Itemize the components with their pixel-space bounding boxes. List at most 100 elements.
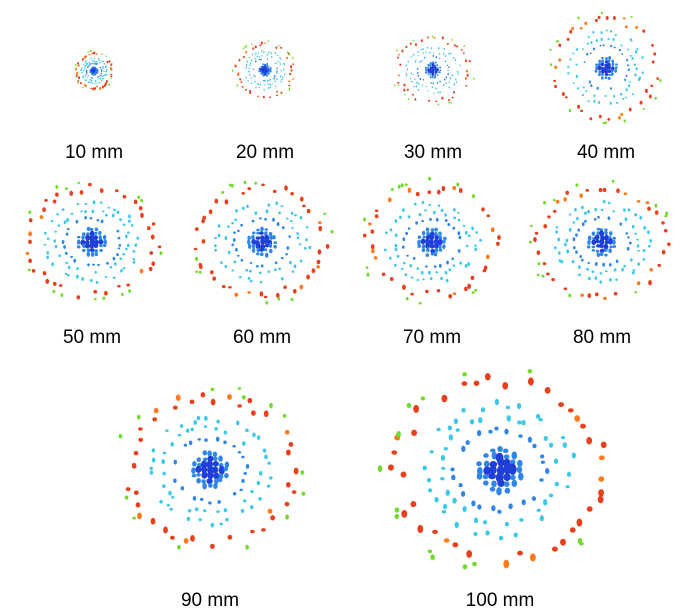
outer-spot xyxy=(667,242,671,246)
core-spot xyxy=(502,448,509,454)
middle-spot xyxy=(436,427,441,432)
middle-spot xyxy=(458,483,463,488)
outer-spot xyxy=(649,268,654,272)
middle-spot xyxy=(540,460,546,464)
fringe-spot xyxy=(245,45,248,48)
middle-spot xyxy=(592,47,596,51)
middle-spot xyxy=(479,238,482,242)
core-spot xyxy=(598,59,602,64)
middle-spot xyxy=(161,459,165,465)
fringe-spot xyxy=(541,274,545,278)
middle-spot xyxy=(70,255,73,259)
middle-spot xyxy=(118,243,122,247)
middle-spot xyxy=(101,60,103,63)
middle-spot xyxy=(597,100,601,105)
outer-spot xyxy=(587,293,592,299)
middle-spot xyxy=(94,60,96,63)
outer-spot xyxy=(397,81,400,84)
middle-spot xyxy=(241,206,245,210)
middle-spot xyxy=(419,78,422,81)
middle-spot xyxy=(46,255,49,260)
middle-spot xyxy=(539,515,544,522)
middle-spot xyxy=(407,215,411,219)
middle-spot xyxy=(423,57,426,59)
outer-spot xyxy=(77,76,81,80)
fringe-spot xyxy=(430,554,435,561)
outer-spot xyxy=(547,215,551,219)
outer-spot xyxy=(88,182,92,187)
core-spot xyxy=(610,72,614,76)
core-spot xyxy=(266,62,269,66)
outer-spot xyxy=(410,501,417,508)
spot-panel-60mm: 60 mm xyxy=(180,172,344,348)
middle-spot xyxy=(91,77,94,79)
middle-spot xyxy=(599,272,603,275)
outer-spot xyxy=(257,95,260,98)
middle-spot xyxy=(125,247,128,251)
middle-spot xyxy=(461,445,466,452)
middle-spot xyxy=(592,30,595,34)
middle-spot xyxy=(579,255,583,258)
middle-spot xyxy=(81,277,85,281)
outer-spot xyxy=(527,377,534,386)
outer-spot xyxy=(551,546,558,552)
spot-diagram-90mm xyxy=(118,387,306,550)
middle-spot xyxy=(73,258,77,263)
middle-spot xyxy=(602,262,605,267)
middle-spot xyxy=(231,243,235,247)
outer-spot xyxy=(536,250,541,256)
middle-spot xyxy=(188,440,193,446)
outer-spot xyxy=(325,244,330,249)
middle-spot xyxy=(451,257,455,260)
middle-spot xyxy=(416,67,419,70)
middle-spot xyxy=(162,451,167,455)
middle-spot xyxy=(568,213,572,216)
fringe-spot xyxy=(60,293,64,297)
fringe-spot xyxy=(330,229,334,234)
outer-spot xyxy=(105,79,108,84)
middle-spot xyxy=(280,277,284,281)
middle-spot xyxy=(445,76,448,79)
core-spot xyxy=(604,73,609,76)
middle-spot xyxy=(194,507,199,512)
outer-spot xyxy=(288,80,291,83)
middle-spot xyxy=(426,46,429,49)
core-spot xyxy=(93,243,99,248)
core-spot xyxy=(614,66,618,70)
middle-spot xyxy=(624,78,627,82)
middle-spot xyxy=(87,75,89,77)
middle-spot xyxy=(641,71,644,75)
middle-spot xyxy=(104,213,108,217)
outer-spot xyxy=(579,193,584,199)
middle-spot xyxy=(445,489,450,496)
fringe-spot xyxy=(28,210,32,214)
middle-spot xyxy=(567,65,570,69)
core-spot xyxy=(273,241,278,245)
middle-spot xyxy=(67,265,71,270)
core-spot xyxy=(224,473,229,479)
middle-spot xyxy=(451,474,456,481)
spot-diagram-80mm xyxy=(528,179,671,301)
middle-spot xyxy=(593,99,596,103)
outer-spot xyxy=(106,60,109,64)
outer-spot xyxy=(598,476,605,482)
middle-spot xyxy=(607,216,611,220)
middle-spot xyxy=(610,29,613,33)
middle-spot xyxy=(600,31,603,35)
core-spot xyxy=(429,63,432,67)
outer-spot xyxy=(249,89,252,93)
middle-spot xyxy=(247,80,249,82)
middle-spot xyxy=(260,264,264,268)
middle-spot xyxy=(600,208,604,212)
middle-spot xyxy=(193,420,197,425)
outer-spot xyxy=(91,52,94,55)
outer-spot xyxy=(551,278,555,282)
outer-spot xyxy=(210,398,216,406)
middle-spot xyxy=(446,260,449,265)
core-spot xyxy=(607,69,612,74)
middle-spot xyxy=(428,203,432,207)
fringe-spot xyxy=(75,76,78,78)
outer-spot xyxy=(569,29,573,34)
middle-spot xyxy=(589,52,592,55)
middle-spot xyxy=(231,269,235,272)
